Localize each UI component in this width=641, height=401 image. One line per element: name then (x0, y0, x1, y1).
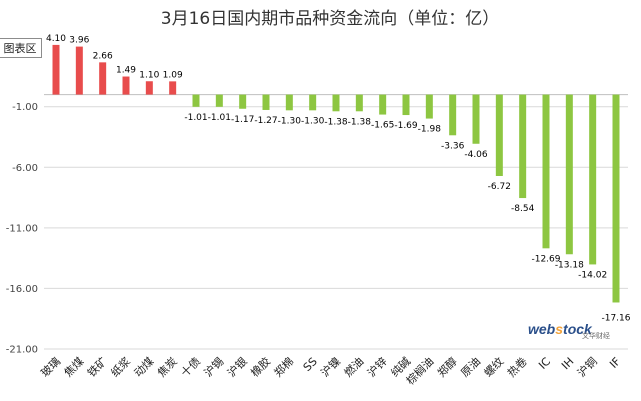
category-label: 郑醇 (434, 354, 459, 379)
bar (145, 81, 153, 95)
data-label: 1.09 (163, 70, 183, 80)
bar (425, 94, 433, 119)
bar (169, 81, 177, 95)
bar (215, 94, 223, 107)
y-tick-label: -16.00 (6, 284, 38, 295)
data-label: -1.17 (231, 115, 254, 125)
data-label: 1.10 (139, 70, 159, 80)
category-label: 十债 (178, 354, 203, 379)
webstock-logo: webstock 文华财经 (528, 321, 610, 340)
category-label: 螺纹 (481, 354, 506, 379)
data-label: 4.10 (46, 34, 66, 44)
category-label: 焦炭 (155, 355, 180, 380)
y-tick-label: -11.00 (6, 223, 38, 234)
bar (519, 94, 527, 199)
category-label: SS (301, 355, 320, 374)
data-label: -12.69 (531, 254, 560, 264)
data-label: -4.06 (464, 150, 488, 160)
data-label: -1.01 (184, 113, 207, 123)
bar (122, 76, 130, 95)
category-label: 原油 (458, 354, 483, 379)
category-label: 郑棉 (271, 354, 296, 379)
bar (612, 94, 620, 303)
category-label: 玻璃 (38, 354, 63, 379)
bar (379, 94, 387, 115)
category-label: 燃油 (341, 354, 366, 379)
category-label: 铁矿 (85, 355, 110, 380)
category-label: 沪锡 (201, 354, 226, 379)
data-label: 3.96 (69, 36, 89, 46)
data-label: -1.30 (301, 116, 325, 126)
category-label: 沪银 (224, 354, 249, 379)
data-label: -1.69 (394, 121, 418, 131)
bar (309, 94, 317, 111)
bar (332, 94, 340, 112)
bar (542, 94, 550, 249)
chart-title: 3月16日国内期市品种资金流向（单位：亿） (161, 9, 499, 29)
bar (192, 94, 200, 107)
data-labels: 4.10 3.962.661.49 1.10 1.09-1.01 -1.01 -1.17-… (46, 34, 631, 324)
category-label: IH (559, 355, 576, 372)
data-label: -1.38 (324, 117, 348, 127)
bar (75, 46, 83, 95)
data-label: -8.54 (511, 204, 535, 214)
data-label: 2.66 (93, 51, 113, 61)
grid (44, 94, 628, 350)
category-label: IF (607, 355, 623, 371)
bar (52, 44, 60, 95)
category-label: 纸浆 (108, 354, 133, 379)
bar (449, 94, 457, 136)
category-label: 沪锌 (364, 354, 389, 379)
data-label: -13.18 (555, 260, 584, 270)
y-tick-label: -1.00 (12, 102, 38, 113)
category-label: IC (536, 355, 553, 372)
plot-area-tag: 图表区 (0, 38, 42, 58)
data-label: -3.36 (441, 141, 465, 151)
bar (355, 94, 363, 112)
bar (472, 94, 480, 144)
data-label: -17.16 (601, 313, 630, 323)
data-label: -6.72 (488, 182, 511, 192)
data-label: -1.98 (418, 125, 442, 135)
data-label: -1.30 (278, 116, 302, 126)
bar (239, 94, 247, 109)
category-label: 热卷 (504, 354, 529, 379)
bar (262, 94, 270, 110)
data-label: -1.27 (254, 116, 277, 126)
data-label: -1.65 (371, 121, 394, 131)
data-label: 1.49 (116, 66, 136, 76)
y-tick-label: -6.00 (12, 163, 38, 174)
bar (565, 94, 573, 255)
bar (495, 94, 503, 176)
category-label: 沪铜 (574, 354, 599, 379)
bar (99, 62, 107, 95)
data-label: -1.01 (208, 113, 231, 123)
category-label: 动煤 (132, 355, 157, 380)
data-label: -14.02 (578, 270, 607, 280)
bars (52, 44, 620, 303)
category-label: 沪镍 (318, 354, 343, 379)
category-label: 焦煤 (62, 355, 87, 380)
category-label: 橡胶 (248, 354, 273, 379)
bar (285, 94, 293, 111)
data-label: -1.38 (348, 117, 372, 127)
y-axis-ticks: -21.00 -16.00 -11.00 -6.00 -1.00 (6, 102, 38, 355)
bar (402, 94, 410, 116)
y-tick-label: -21.00 (6, 345, 38, 356)
bar (589, 94, 597, 265)
